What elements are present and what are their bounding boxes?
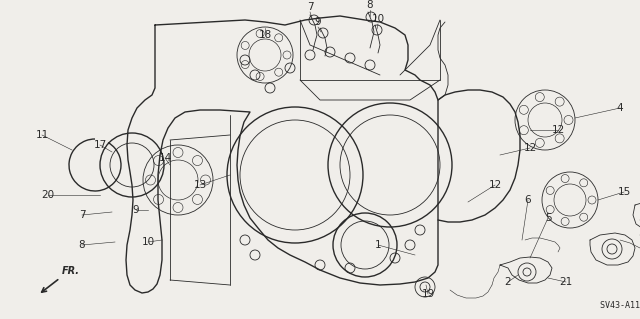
- Text: 18: 18: [259, 30, 271, 40]
- Text: 8: 8: [79, 240, 85, 250]
- Text: 11: 11: [35, 130, 49, 140]
- Text: 7: 7: [79, 210, 85, 220]
- Text: 10: 10: [371, 14, 385, 24]
- Text: 21: 21: [559, 277, 573, 287]
- Text: 7: 7: [307, 2, 314, 12]
- Text: 8: 8: [367, 0, 373, 10]
- Text: 12: 12: [488, 180, 502, 190]
- Text: 6: 6: [525, 195, 531, 205]
- Text: 12: 12: [552, 125, 564, 135]
- Text: 1: 1: [374, 240, 381, 250]
- Text: 5: 5: [545, 213, 551, 223]
- Text: 19: 19: [421, 289, 435, 299]
- Text: 10: 10: [141, 237, 155, 247]
- Text: 13: 13: [193, 180, 207, 190]
- Text: SV43-A1100 A: SV43-A1100 A: [600, 301, 640, 310]
- Text: 14: 14: [158, 153, 172, 163]
- Text: 20: 20: [42, 190, 54, 200]
- Text: FR.: FR.: [62, 266, 80, 276]
- Text: 9: 9: [132, 205, 140, 215]
- Text: 12: 12: [524, 143, 536, 153]
- Text: 15: 15: [618, 187, 630, 197]
- Text: 17: 17: [93, 140, 107, 150]
- Text: 9: 9: [315, 17, 321, 27]
- Text: 2: 2: [505, 277, 511, 287]
- Text: 4: 4: [617, 103, 623, 113]
